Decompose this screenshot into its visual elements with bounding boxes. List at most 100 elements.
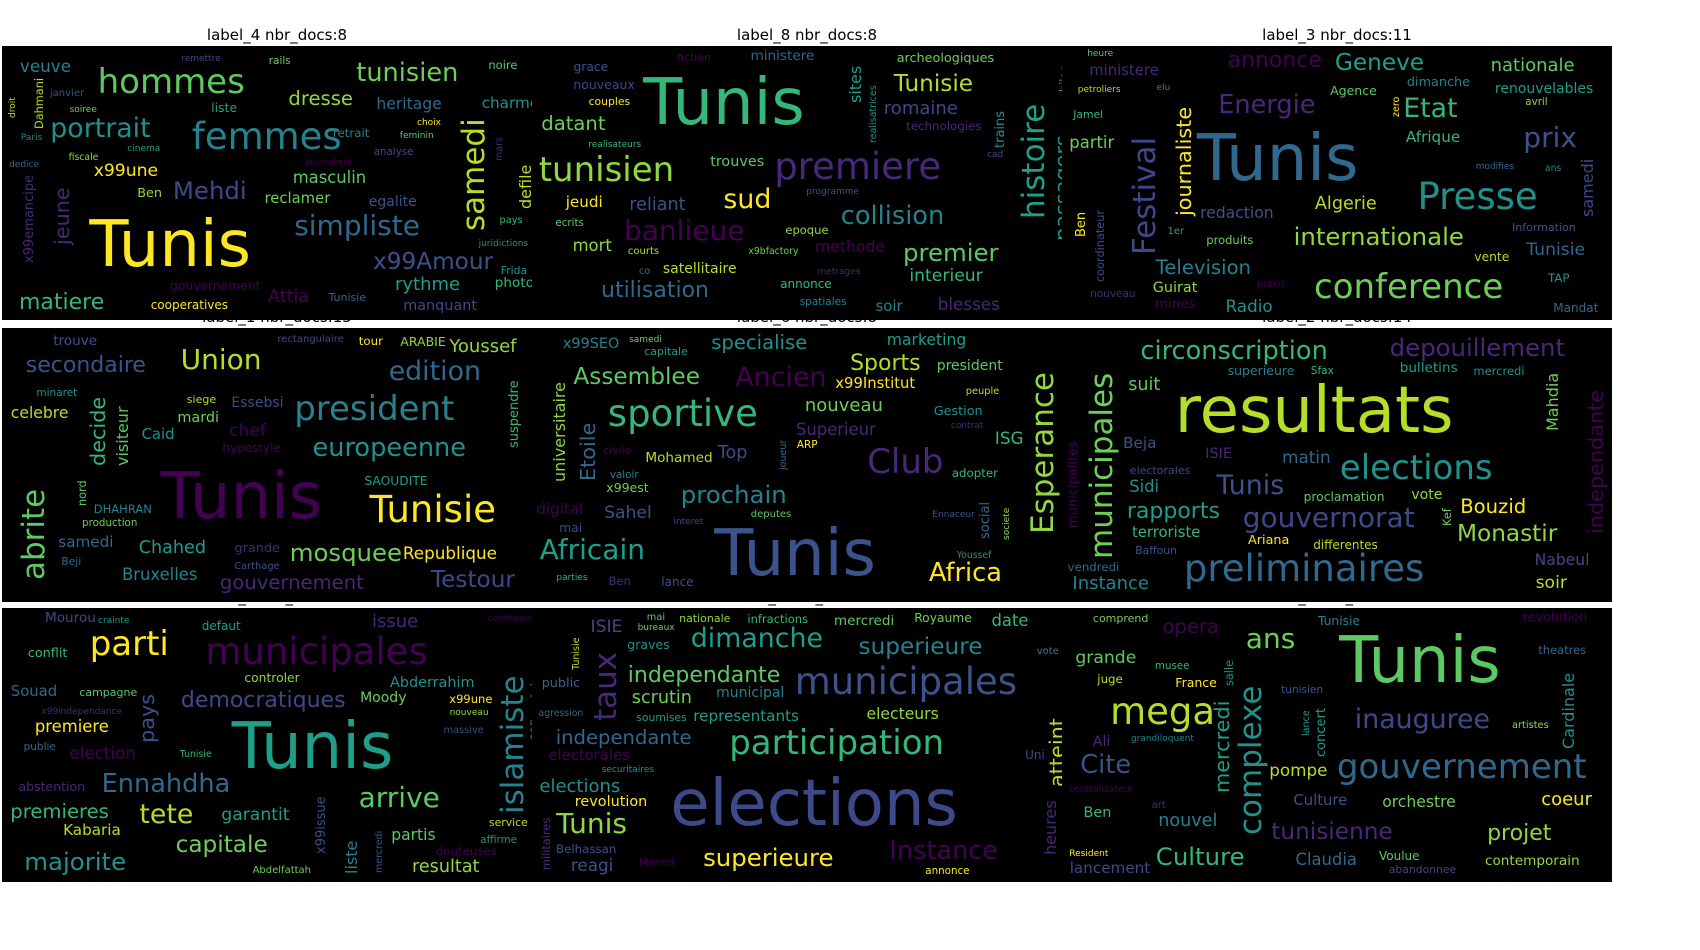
cloud-word: Afrique xyxy=(1405,128,1461,146)
cloud-word: musee xyxy=(1154,659,1190,672)
cloud-word: independante xyxy=(1583,389,1608,534)
cloud-word: x99independance xyxy=(41,707,122,718)
cloud-word: Ancien xyxy=(735,361,827,393)
cloud-word: grande xyxy=(1075,648,1137,669)
cloud-word: retrait xyxy=(332,125,370,140)
cloud-word: ARP xyxy=(796,438,818,451)
cloud-word: elu xyxy=(1156,83,1171,94)
wordcloud-panel: Tunis Presse conference Festival prix Etat Ene… xyxy=(1062,46,1612,320)
cloud-word: differentes xyxy=(1313,537,1378,552)
cloud-word: premiere xyxy=(34,717,109,737)
cloud-word: x9bfactory xyxy=(748,246,799,258)
cloud-word: campagne xyxy=(79,685,138,699)
cloud-word: trains xyxy=(992,110,1008,148)
cloud-word: gouvernement xyxy=(219,570,364,594)
cloud-word: Kabaria xyxy=(63,821,121,840)
cloud-word: heures xyxy=(1041,800,1061,856)
cloud-word: valoir xyxy=(609,468,639,481)
cloud-word: Mahdia xyxy=(1543,372,1563,431)
cloud-word: resultat xyxy=(412,857,480,877)
cloud-word: France xyxy=(1175,674,1217,690)
cloud-word: gouvernement xyxy=(1336,747,1587,788)
cloud-word: Culture xyxy=(1155,841,1245,871)
cloud-word: lance xyxy=(661,574,694,589)
cloud-word: massive xyxy=(443,725,484,737)
cloud-word: Claudia xyxy=(1295,850,1357,869)
cloud-word: Tunis xyxy=(1339,624,1501,698)
cloud-word: collision xyxy=(840,201,945,231)
cloud-word: ministere xyxy=(1089,61,1159,79)
cloud-word: Tunis xyxy=(1196,121,1359,196)
cloud-word: agression xyxy=(538,707,584,719)
cloud-word: salle xyxy=(1222,660,1236,687)
cloud-word: utilisation xyxy=(601,277,709,303)
cloud-word: vote xyxy=(1036,645,1059,657)
cloud-word: methode xyxy=(815,238,885,256)
cloud-word: x99est xyxy=(606,479,649,495)
cloud-word: democratiques xyxy=(180,688,346,714)
cloud-word: marketing xyxy=(886,331,967,350)
cloud-word: depouillement xyxy=(1389,332,1566,362)
cloud-word: peuple xyxy=(965,386,1000,398)
cloud-word: Algerie xyxy=(1314,193,1377,214)
cloud-word: centralisateur xyxy=(1068,784,1134,796)
cloud-word: Frida xyxy=(500,263,528,277)
cloud-word: infractions xyxy=(747,612,809,627)
cloud-word: premiere xyxy=(774,144,942,188)
cloud-word: sportive xyxy=(607,391,758,435)
cloud-word: Paris xyxy=(20,133,43,144)
cloud-word: Etat xyxy=(1403,92,1458,124)
cloud-word: elections xyxy=(670,766,958,841)
cloud-word: Top xyxy=(717,442,748,463)
cloud-word: egalite xyxy=(368,193,417,210)
cloud-word: Sidi xyxy=(1129,477,1160,496)
cloud-word: journaliste xyxy=(1172,106,1197,216)
cloud-word: gouvernement xyxy=(170,279,261,294)
cloud-word: universitaire xyxy=(550,382,570,483)
cloud-word: portrait xyxy=(50,113,151,144)
cloud-word: reliant xyxy=(629,194,686,215)
cloud-word: redaction xyxy=(1200,204,1274,223)
cloud-word: affirme xyxy=(480,833,517,846)
cloud-word: celebre xyxy=(10,404,69,423)
cloud-word: independante xyxy=(627,662,781,688)
cloud-word: fiction xyxy=(677,51,712,65)
cloud-word: Youssef xyxy=(956,549,992,561)
cloud-word: Abdelfattah xyxy=(252,865,312,876)
cloud-word: grace xyxy=(573,60,609,75)
cloud-word: Guirat xyxy=(1152,280,1198,297)
cloud-word: internationale xyxy=(1293,222,1464,252)
cloud-word: tunisien xyxy=(1281,683,1324,696)
wordcloud-panel: Tunis premiere tunisien histoire banlieue sud… xyxy=(532,46,1082,320)
cloud-word: capitale xyxy=(644,345,688,358)
cloud-word: islamiste xyxy=(494,674,531,814)
cloud-word: ans xyxy=(1245,621,1296,655)
cloud-word: Information xyxy=(1512,221,1576,234)
cloud-word: mercredi xyxy=(1473,364,1525,379)
cloud-word: mercredi xyxy=(374,830,385,874)
cloud-word: heritage xyxy=(376,94,442,113)
cloud-word: Nabeul xyxy=(1534,551,1590,569)
cloud-word: co xyxy=(638,265,651,277)
chart-title: label_1 nbr_docs:15 xyxy=(202,308,352,326)
cloud-word: ARABIE xyxy=(400,334,446,350)
cloud-word: europeenne xyxy=(312,432,467,463)
cloud-word: date xyxy=(991,610,1029,630)
cloud-word: Esperance xyxy=(1024,371,1061,534)
cloud-word: programme xyxy=(806,187,860,198)
cloud-word: satellitaire xyxy=(662,261,737,277)
cloud-word: couples xyxy=(588,94,631,108)
cloud-word: modifies xyxy=(1475,162,1515,173)
cloud-word: Assemblee xyxy=(573,363,700,391)
cloud-word: civile xyxy=(603,443,632,457)
cloud-word: Youssef xyxy=(449,335,517,357)
cloud-word: participation xyxy=(729,723,945,763)
cloud-word: electorales xyxy=(1129,463,1191,477)
cloud-word: Bruxelles xyxy=(122,565,198,585)
cloud-word: Ennahdha xyxy=(101,768,231,799)
cloud-word: veuve xyxy=(19,56,72,77)
cloud-word: tete xyxy=(139,798,194,830)
cloud-word: superieure xyxy=(703,843,834,873)
cloud-word: representants xyxy=(693,707,799,726)
cloud-word: dimanche xyxy=(1406,75,1471,91)
